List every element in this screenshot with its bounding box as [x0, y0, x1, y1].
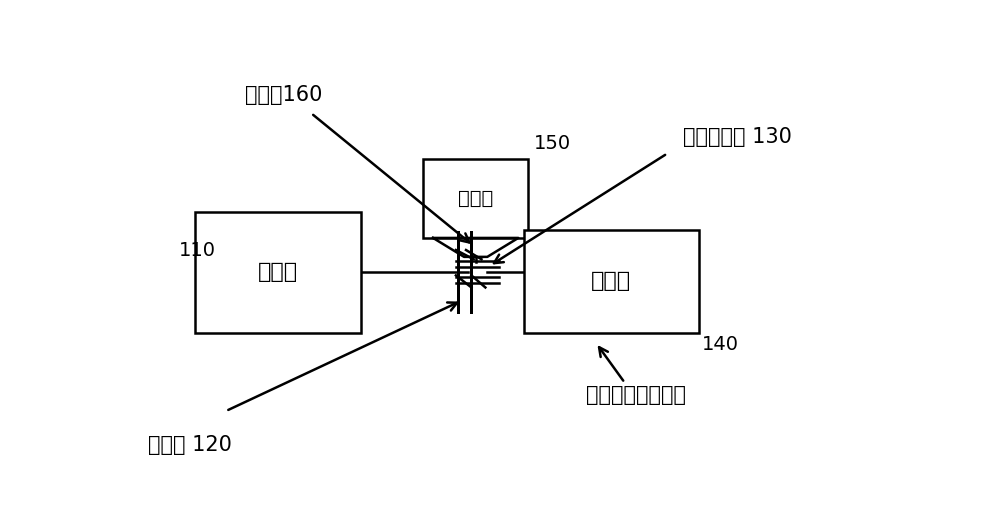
Text: 发电机: 发电机 [458, 189, 493, 208]
Text: 140: 140 [702, 335, 739, 354]
Bar [524, 230, 698, 333]
Text: 发动机: 发动机 [258, 262, 298, 282]
Text: 变速器: 变速器 [591, 271, 631, 291]
Bar [423, 160, 528, 238]
Text: 150: 150 [534, 134, 571, 153]
Bar [195, 212, 361, 333]
Text: 110: 110 [179, 241, 216, 259]
Text: 充、发电时置空档: 充、发电时置空档 [586, 385, 686, 405]
Text: 滑动花键套 130: 滑动花键套 130 [683, 127, 792, 147]
Text: 取力器160: 取力器160 [245, 85, 322, 105]
Text: 离合器 120: 离合器 120 [148, 435, 232, 455]
